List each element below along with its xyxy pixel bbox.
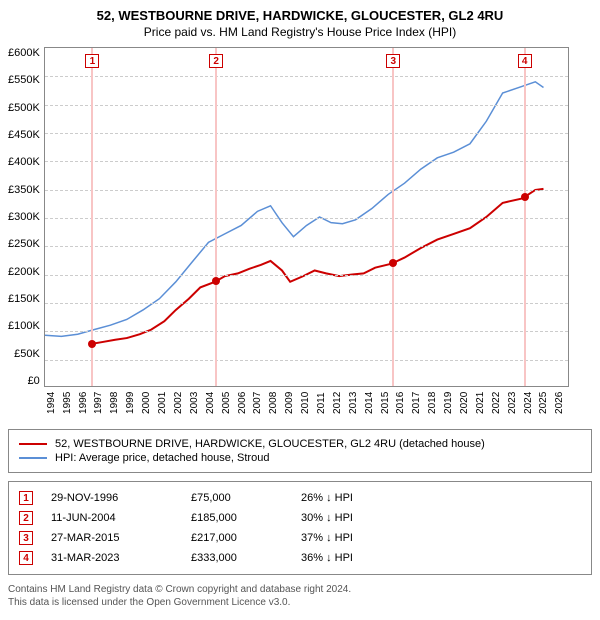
y-tick-label: £400K (8, 156, 40, 168)
legend-swatch (19, 443, 47, 445)
event-marker-box: 1 (85, 54, 99, 68)
y-tick-label: £350K (8, 184, 40, 196)
event-date: 11-JUN-2004 (51, 512, 191, 524)
event-num: 1 (19, 491, 33, 505)
y-tick-label: £550K (8, 74, 40, 86)
event-price: £333,000 (191, 552, 301, 564)
event-table-row: 1 29-NOV-1996£75,00026% ↓ HPI (19, 488, 581, 508)
legend: 52, WESTBOURNE DRIVE, HARDWICKE, GLOUCES… (8, 429, 592, 473)
chart-subtitle: Price paid vs. HM Land Registry's House … (8, 25, 592, 39)
event-price: £217,000 (191, 532, 301, 544)
y-tick-label: £600K (8, 47, 40, 59)
event-date: 27-MAR-2015 (51, 532, 191, 544)
gridline (45, 303, 568, 304)
event-price: £75,000 (191, 492, 301, 504)
gridline (45, 218, 568, 219)
y-tick-label: £200K (8, 266, 40, 278)
y-tick-label: £50K (14, 348, 40, 360)
plot-area: 1 2 3 4 (44, 47, 569, 387)
gridline (45, 76, 568, 77)
event-point (88, 340, 96, 348)
event-price: £185,000 (191, 512, 301, 524)
event-point (212, 277, 220, 285)
event-marker-box: 4 (518, 54, 532, 68)
event-marker-box: 3 (386, 54, 400, 68)
event-num: 4 (19, 551, 33, 565)
gridline (45, 246, 568, 247)
y-tick-label: £500K (8, 102, 40, 114)
legend-label: 52, WESTBOURNE DRIVE, HARDWICKE, GLOUCES… (55, 438, 485, 450)
event-date: 29-NOV-1996 (51, 492, 191, 504)
chart-title: 52, WESTBOURNE DRIVE, HARDWICKE, GLOUCES… (8, 8, 592, 23)
event-point (389, 259, 397, 267)
events-table: 1 29-NOV-1996£75,00026% ↓ HPI 2 11-JUN-2004… (8, 481, 592, 575)
x-axis: 1994199519961997199819992000200120022003… (44, 391, 569, 421)
x-tick-label: 2026 (545, 398, 575, 414)
event-table-row: 4 31-MAR-2023£333,00036% ↓ HPI (19, 548, 581, 568)
gridline (45, 105, 568, 106)
y-axis: £600K £550K £500K £450K £400K £350K £300K £250K… (8, 47, 44, 387)
gridline (45, 360, 568, 361)
legend-row: HPI: Average price, detached house, Stro… (19, 452, 581, 464)
event-line (392, 48, 394, 386)
footer-line-2: This data is licensed under the Open Gov… (8, 596, 592, 609)
line-chart-svg (45, 48, 568, 386)
event-date: 31-MAR-2023 (51, 552, 191, 564)
legend-swatch (19, 457, 47, 459)
gridline (45, 133, 568, 134)
event-table-row: 3 27-MAR-2015£217,00037% ↓ HPI (19, 528, 581, 548)
legend-row: 52, WESTBOURNE DRIVE, HARDWICKE, GLOUCES… (19, 438, 581, 450)
event-marker-box: 2 (209, 54, 223, 68)
event-line (91, 48, 93, 386)
y-tick-label: £150K (8, 293, 40, 305)
event-diff: 26% ↓ HPI (301, 492, 441, 504)
footer-line-1: Contains HM Land Registry data © Crown c… (8, 583, 592, 596)
chart-area: £600K £550K £500K £450K £400K £350K £300K £250K… (8, 47, 592, 421)
series-property (92, 189, 543, 344)
event-num: 2 (19, 511, 33, 525)
gridline (45, 161, 568, 162)
y-tick-label: £250K (8, 238, 40, 250)
legend-label: HPI: Average price, detached house, Stro… (55, 452, 269, 464)
event-num: 3 (19, 531, 33, 545)
event-diff: 36% ↓ HPI (301, 552, 441, 564)
event-diff: 37% ↓ HPI (301, 532, 441, 544)
y-tick-label: £300K (8, 211, 40, 223)
plot-column: 1 2 3 4 19941995199619971998199920002001200… (44, 47, 592, 421)
event-line (524, 48, 526, 386)
chart-container: 52, WESTBOURNE DRIVE, HARDWICKE, GLOUCES… (0, 0, 600, 617)
y-tick-label: £100K (8, 320, 40, 332)
footer: Contains HM Land Registry data © Crown c… (8, 583, 592, 609)
series-hpi (45, 82, 543, 337)
event-line (215, 48, 217, 386)
gridline (45, 190, 568, 191)
event-table-row: 2 11-JUN-2004£185,00030% ↓ HPI (19, 508, 581, 528)
event-diff: 30% ↓ HPI (301, 512, 441, 524)
gridline (45, 331, 568, 332)
y-tick-label: £450K (8, 129, 40, 141)
y-tick-label: £0 (28, 375, 40, 387)
event-point (521, 193, 529, 201)
gridline (45, 275, 568, 276)
